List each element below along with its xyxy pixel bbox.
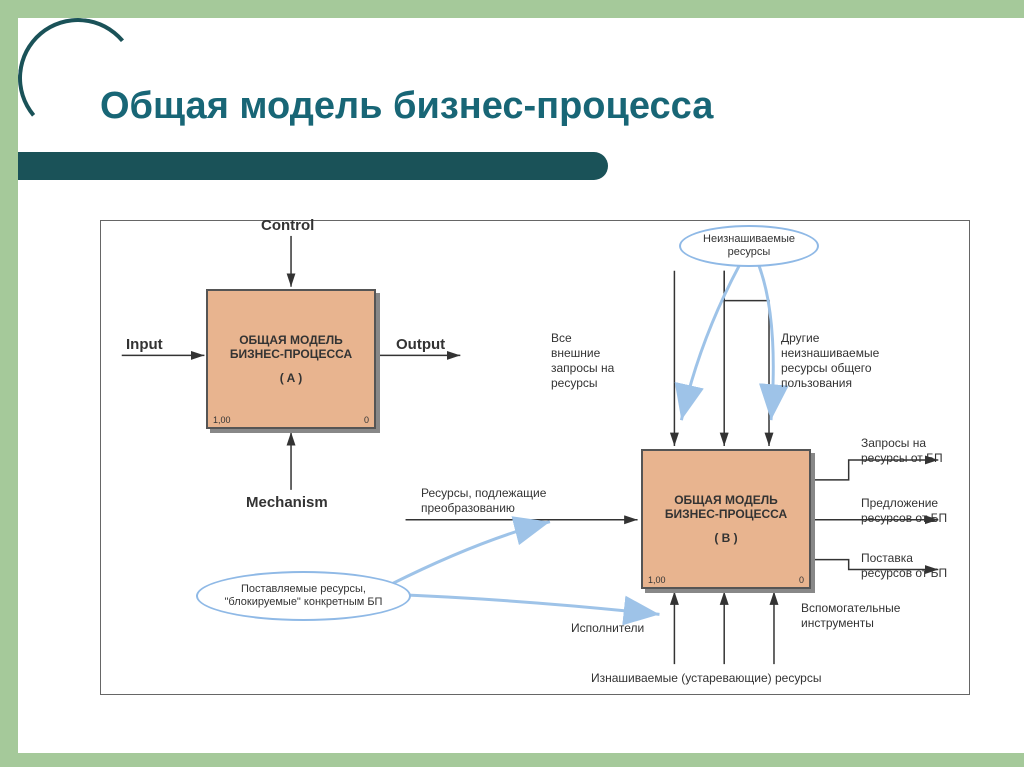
teal-bar [18,152,608,180]
box-a-id: ( A ) [280,371,302,385]
border-left [0,0,18,767]
box-b-corner-left: 1,00 [648,575,666,585]
label-control: Control [261,217,314,236]
label-executors: Исполнители [571,621,644,636]
bubble-supplied: Поставляемые ресурсы, "блокируемые" конк… [196,571,411,621]
label-other-nonwear: Другие неизнашиваемые ресурсы общего пол… [781,331,879,391]
label-requests-bp: Запросы на ресурсы от БП [861,436,943,466]
label-all-external: Все внешние запросы на ресурсы [551,331,614,391]
box-a: ОБЩАЯ МОДЕЛЬ БИЗНЕС-ПРОЦЕССА ( A ) 1,00 … [206,289,376,429]
label-wearing: Изнашиваемые (устаревающие) ресурсы [591,671,821,686]
slide-title: Общая модель бизнес-процесса [100,85,713,128]
label-mechanism: Mechanism [246,494,328,513]
box-b-line1: ОБЩАЯ МОДЕЛЬ [674,493,778,507]
box-a-line1: ОБЩАЯ МОДЕЛЬ [239,333,343,347]
label-output: Output [396,336,445,355]
slide-frame: Общая модель бизнес-процесса [0,0,1024,767]
bubble-nonwear: Неизнашиваемые ресурсы [679,225,819,267]
label-aux-tools: Вспомогательные инструменты [801,601,900,631]
box-b-corner-right: 0 [799,575,804,585]
box-b-id: ( B ) [714,531,737,545]
label-supply-bp: Поставка ресурсов от БП [861,551,947,581]
box-a-corner-right: 0 [364,415,369,425]
box-b: ОБЩАЯ МОДЕЛЬ БИЗНЕС-ПРОЦЕССА ( B ) 1,00 … [641,449,811,589]
label-resources-transform: Ресурсы, подлежащие преобразованию [421,486,546,516]
box-a-line2: БИЗНЕС-ПРОЦЕССА [230,347,352,361]
diagram-container: ОБЩАЯ МОДЕЛЬ БИЗНЕС-ПРОЦЕССА ( A ) 1,00 … [100,220,970,695]
box-b-line2: БИЗНЕС-ПРОЦЕССА [665,507,787,521]
label-input: Input [126,336,163,355]
border-top [0,0,1024,18]
label-offer-bp: Предложение ресурсов от БП [861,496,947,526]
box-a-corner-left: 1,00 [213,415,231,425]
border-bottom [0,753,1024,767]
